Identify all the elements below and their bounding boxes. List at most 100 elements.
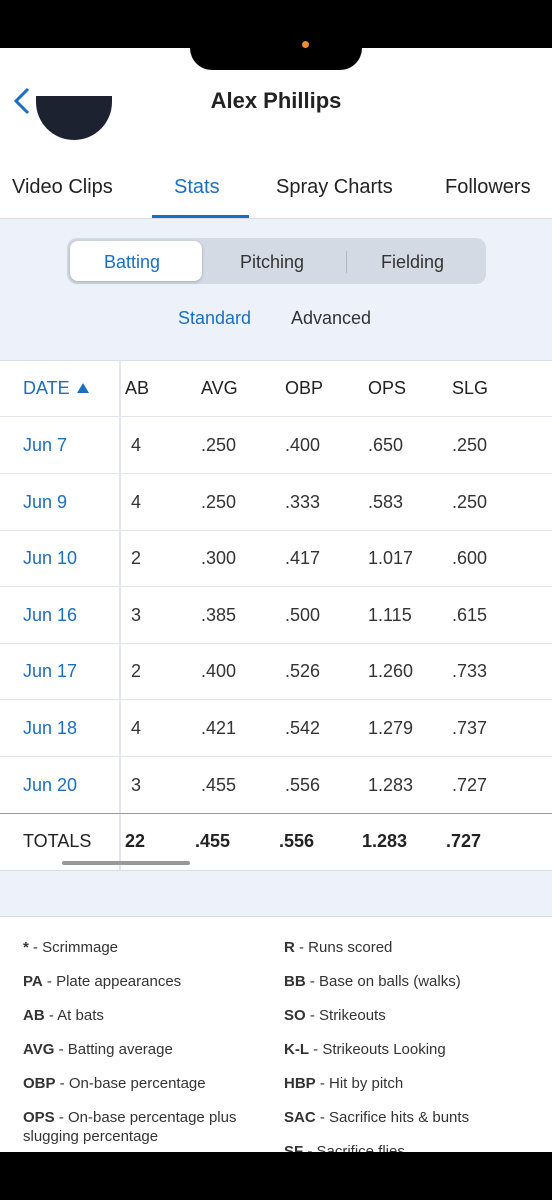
legend-item: SO - Strikeouts — [284, 1006, 546, 1025]
date-cell[interactable]: Jun 7 — [23, 435, 68, 455]
stat-cell: .400 — [285, 435, 321, 455]
legend-abbr: R — [284, 939, 295, 956]
legend-abbr: SO — [284, 1007, 306, 1024]
stat-cell: .526 — [285, 661, 321, 682]
stat-cell: 4 — [131, 718, 142, 738]
row-line — [0, 642, 552, 644]
date-cell[interactable]: Jun 16 — [23, 604, 78, 625]
column-header: SLG — [452, 378, 489, 398]
legend-abbr: BB — [284, 973, 306, 990]
stat-cell: .417 — [285, 548, 321, 569]
row-line — [0, 699, 552, 701]
legend-item: OPS - On-base percentage plus slugging p… — [23, 1108, 268, 1146]
stat-cell: .500 — [285, 604, 321, 625]
stat-cell: 3 — [131, 604, 142, 625]
stat-cell: 3 — [131, 774, 142, 795]
stat-cell: .400 — [201, 661, 237, 682]
stat-cell: .455 — [201, 774, 237, 795]
stat-cell: 1.017 — [368, 548, 414, 569]
legend-desc: - Sacrifice hits & bunts — [315, 1109, 470, 1126]
legend-item: AVG - Batting average — [23, 1040, 268, 1059]
stat-cell: 2 — [131, 661, 142, 682]
legend-abbr: K-L — [284, 1041, 309, 1058]
column-header: OBP — [285, 378, 324, 398]
stat-cell: .733 — [452, 661, 488, 682]
stat-cell: .615 — [452, 604, 488, 625]
segment[interactable]: Fielding — [381, 252, 445, 272]
totals-cell: 1.283 — [362, 831, 408, 851]
tab[interactable]: Spray Charts — [276, 176, 393, 198]
tab[interactable]: Stats — [174, 176, 220, 198]
totals-cell: TOTALS — [23, 831, 92, 851]
stat-cell: 4 — [131, 491, 142, 512]
frozen-divider — [119, 360, 121, 870]
legend-desc: - On-base percentage — [55, 1075, 206, 1092]
legend-desc: - Batting average — [54, 1041, 173, 1058]
notch — [190, 30, 362, 70]
legend-item: BB - Base on balls (walks) — [284, 972, 546, 991]
legend-item: K-L - Strikeouts Looking — [284, 1040, 546, 1059]
legend-abbr: PA — [23, 973, 43, 990]
stat-cell: 1.260 — [368, 661, 414, 682]
legend-item: HBP - Hit by pitch — [284, 1074, 546, 1093]
stat-cell: 1.115 — [368, 604, 412, 625]
segment-divider — [346, 251, 347, 273]
date-cell[interactable]: Jun 20 — [23, 774, 78, 795]
column-header[interactable]: DATE — [23, 378, 70, 398]
stat-cell: .556 — [285, 774, 321, 795]
stat-cell: 1.283 — [368, 774, 414, 795]
legend-abbr: * — [23, 939, 29, 956]
subtab[interactable]: Standard — [178, 308, 252, 328]
legend-abbr: AVG — [23, 1041, 55, 1058]
date-cell[interactable]: Jun 9 — [23, 491, 68, 512]
segment[interactable]: Batting — [104, 252, 161, 272]
row-line — [0, 529, 552, 531]
tab[interactable]: Followers — [445, 176, 531, 198]
legend-item: AB - At bats — [23, 1006, 268, 1025]
totals-cell: .727 — [446, 831, 482, 851]
page-title: Alex Phillips — [210, 88, 342, 113]
segment[interactable]: Pitching — [240, 252, 305, 272]
date-cell[interactable]: Jun 10 — [23, 548, 78, 569]
legend-desc: - Strikeouts Looking — [309, 1041, 446, 1058]
stat-cell: .300 — [201, 548, 237, 569]
sort-icon — [77, 383, 89, 393]
totals-cell: .455 — [195, 831, 231, 851]
date-cell[interactable]: Jun 17 — [23, 661, 78, 682]
tab[interactable]: Video Clips — [12, 176, 113, 198]
stat-cell: .250 — [452, 435, 488, 455]
column-header: AVG — [201, 378, 238, 398]
back-button[interactable] — [10, 86, 34, 116]
stat-cell: .727 — [452, 774, 488, 795]
stat-cell: 4 — [131, 435, 142, 455]
row-line — [0, 360, 552, 361]
totals-cell: .556 — [279, 831, 315, 851]
scrollbar — [62, 861, 190, 865]
legend-item: R - Runs scored — [284, 938, 546, 957]
date-cell[interactable]: Jun 18 — [23, 718, 78, 738]
legend-desc: - On-base percentage plus slugging perce… — [23, 1109, 237, 1145]
stat-cell: .250 — [201, 435, 237, 455]
totals-cell: 22 — [125, 831, 146, 851]
legend-desc: - Scrimmage — [28, 939, 119, 956]
stat-cell: 2 — [131, 548, 142, 569]
spacer — [0, 870, 552, 917]
subtab[interactable]: Advanced — [291, 308, 372, 328]
stat-cell: .583 — [368, 491, 404, 512]
stat-cell: .600 — [452, 548, 488, 569]
stat-cell: .250 — [452, 491, 488, 512]
stat-cell: .737 — [452, 718, 488, 738]
legend-abbr: OPS — [23, 1109, 55, 1126]
stat-cell: .650 — [368, 435, 404, 455]
segment-selected — [70, 241, 202, 281]
stat-cell: .542 — [285, 718, 321, 738]
legend-abbr: HBP — [284, 1075, 316, 1092]
row-line — [0, 473, 552, 474]
column-header: AB — [125, 378, 150, 398]
legend-item: PA - Plate appearances — [23, 972, 268, 991]
tab-underline — [152, 215, 249, 218]
legend-desc: - Strikeouts — [305, 1007, 386, 1024]
row-line — [0, 756, 552, 757]
legend-item: * - Scrimmage — [23, 938, 268, 957]
